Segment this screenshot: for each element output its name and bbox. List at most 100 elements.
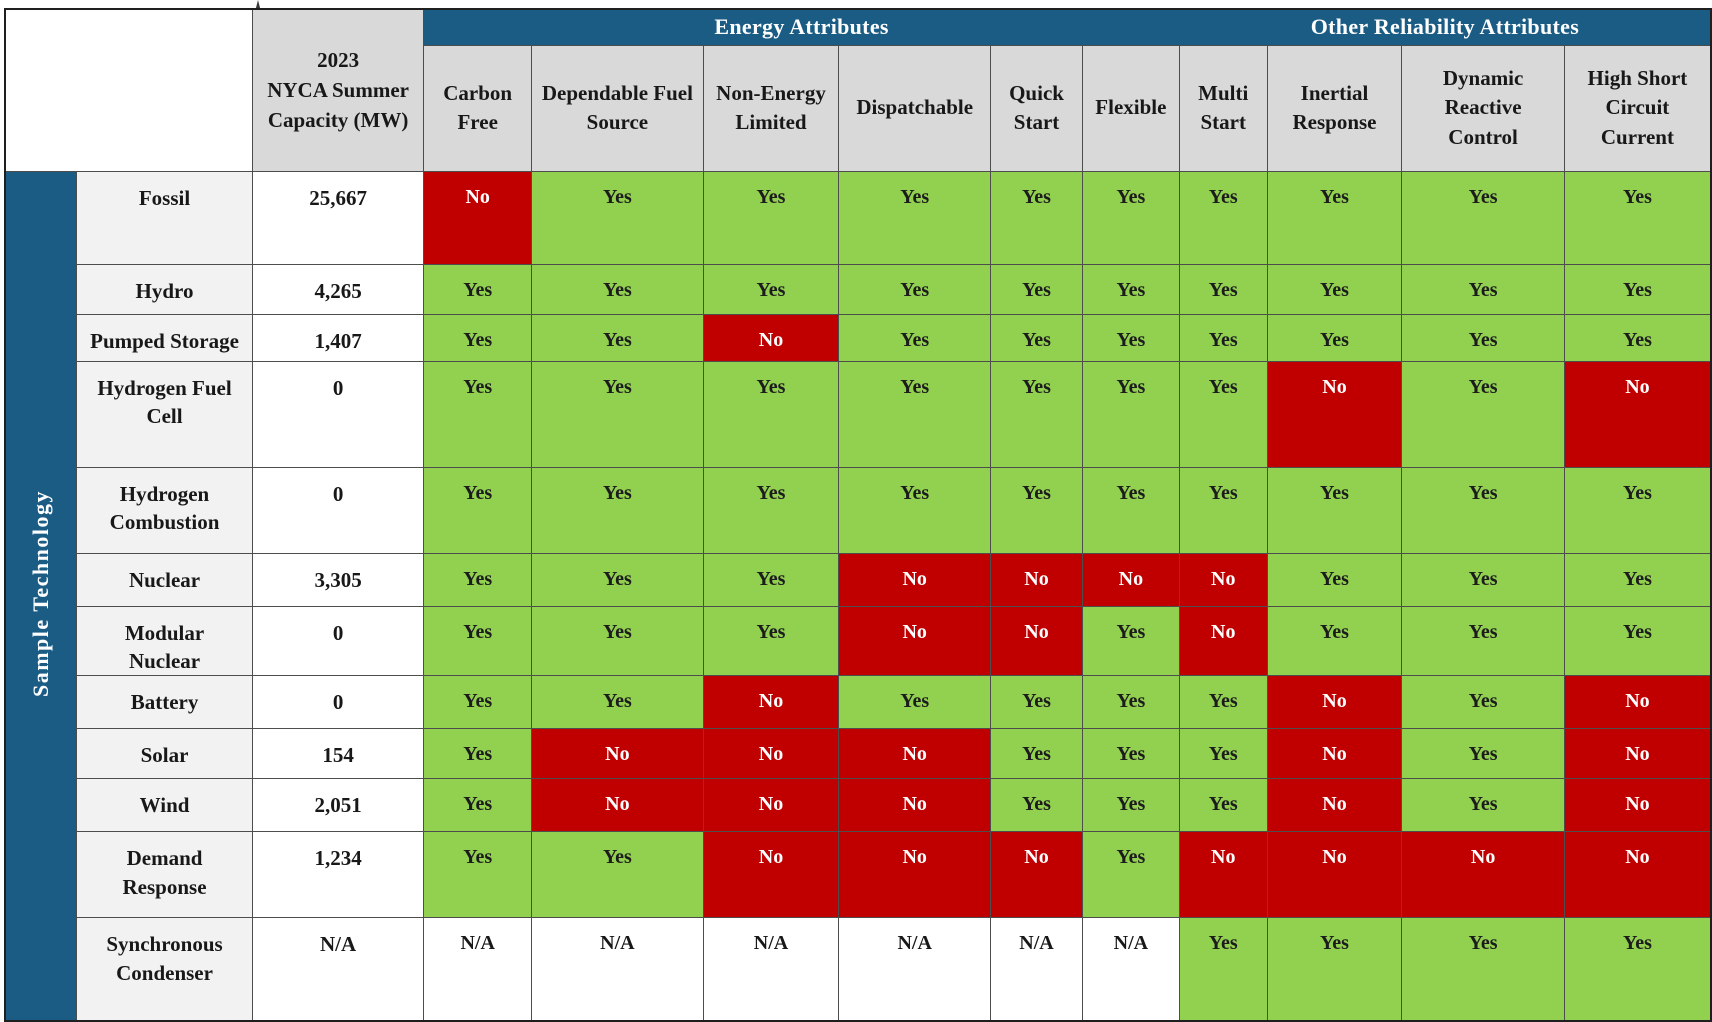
attribute-value-cell: Yes <box>1401 675 1565 730</box>
table-row: Hydrogen Combustion 0 Yes Yes Yes Yes Yes Yes Ye… <box>5 466 1712 554</box>
attribute-value-cell: Yes <box>1563 263 1712 315</box>
table-row: Hydrogen Fuel Cell 0 Yes Yes Yes Yes Yes Yes Yes… <box>5 360 1712 468</box>
table-row: Battery 0 Yes Yes No Yes Yes Yes Yes No Yes No <box>5 675 1712 730</box>
attribute-value-cell: No <box>1266 728 1403 780</box>
attribute-value-cell: Yes <box>423 831 533 919</box>
technology-label: Pumped Storage <box>76 313 253 362</box>
attribute-value-cell: Yes <box>1266 263 1403 315</box>
capacity-value: 3,305 <box>251 552 425 607</box>
attribute-value-cell: Yes <box>1081 263 1180 315</box>
attribute-value-cell: Yes <box>1401 263 1565 315</box>
attribute-value-cell: No <box>990 552 1083 607</box>
technology-label: Wind <box>76 778 253 833</box>
attribute-value-cell: Yes <box>1081 778 1180 833</box>
technology-label: Hydrogen Combustion <box>76 466 253 554</box>
attribute-value-cell: No <box>423 170 533 265</box>
cursor-artifact <box>254 0 262 12</box>
attribute-value-cell: Yes <box>1266 466 1403 554</box>
attribute-value-cell: Yes <box>990 728 1083 780</box>
attribute-value-cell: No <box>531 778 704 833</box>
table-row: Synchronous Condenser N/A N/A N/A N/A N/A N/A N… <box>5 917 1712 1022</box>
capacity-value: 25,667 <box>251 170 425 265</box>
attribute-value-cell: Yes <box>531 313 704 362</box>
attribute-value-cell: Yes <box>1401 360 1565 468</box>
attribute-value-cell: Yes <box>838 466 992 554</box>
table-row: Solar 154 Yes No No No Yes Yes Yes No Yes No <box>5 728 1712 780</box>
attribute-value-cell: No <box>990 831 1083 919</box>
attribute-value-cell: Yes <box>531 170 704 265</box>
attribute-value-cell: Yes <box>702 605 840 677</box>
group-header-row: 2023 NYCA Summer Capacity (MW) Energy Attri… <box>4 8 1712 172</box>
attribute-value-cell: Yes <box>1081 313 1180 362</box>
attribute-value-cell: Yes <box>1178 675 1268 730</box>
attribute-value-cell: N/A <box>702 917 840 1022</box>
attribute-value-cell: Yes <box>531 360 704 468</box>
attribute-value-cell: Yes <box>1266 552 1403 607</box>
attribute-value-cell: N/A <box>1081 917 1180 1022</box>
attribute-value-cell: No <box>838 831 992 919</box>
attribute-value-cell: Yes <box>531 675 704 730</box>
technology-label: Modular Nuclear <box>76 605 253 677</box>
attribute-value-cell: Yes <box>1401 728 1565 780</box>
attribute-value-cell: No <box>1266 675 1403 730</box>
technology-label: Fossil <box>76 170 253 265</box>
attribute-value-cell: Yes <box>838 170 992 265</box>
attribute-value-cell: No <box>1563 360 1712 468</box>
column-header: Carbon Free <box>423 44 533 172</box>
attribute-value-cell: Yes <box>1563 917 1712 1022</box>
table-row: Pumped Storage 1,407 Yes Yes No Yes Yes Yes Yes Y… <box>5 313 1712 362</box>
technology-label: Demand Response <box>76 831 253 919</box>
attribute-value-cell: Yes <box>1563 552 1712 607</box>
technology-label: Synchronous Condenser <box>76 917 253 1022</box>
capacity-value: 154 <box>251 728 425 780</box>
table-row: Wind 2,051 Yes No No No Yes Yes Yes No Yes No <box>5 778 1712 833</box>
attribute-value-cell: No <box>1563 675 1712 730</box>
attribute-value-cell: Yes <box>531 552 704 607</box>
attribute-value-cell: No <box>1081 552 1180 607</box>
capacity-value: 1,407 <box>251 313 425 362</box>
technology-label: Solar <box>76 728 253 780</box>
attribute-value-cell: No <box>702 778 840 833</box>
attribute-value-cell: No <box>1563 831 1712 919</box>
attribute-value-cell: Yes <box>1563 313 1712 362</box>
attribute-value-cell: N/A <box>990 917 1083 1022</box>
attribute-value-cell: No <box>838 778 992 833</box>
attribute-value-cell: Yes <box>990 360 1083 468</box>
attribute-value-cell: Yes <box>1081 170 1180 265</box>
capacity-value: 0 <box>251 675 425 730</box>
table-body: Sample Technology Fossil 25,667 No Yes Yes Yes… <box>4 170 1712 1022</box>
attribute-value-cell: N/A <box>531 917 704 1022</box>
technology-label: Hydro <box>76 263 253 315</box>
attribute-value-cell: Yes <box>1081 675 1180 730</box>
capacity-value: N/A <box>251 917 425 1022</box>
attribute-value-cell: Yes <box>1401 917 1565 1022</box>
attribute-value-cell: No <box>1266 778 1403 833</box>
attribute-value-cell: No <box>990 605 1083 677</box>
attribute-value-cell: Yes <box>1178 917 1268 1022</box>
attribute-value-cell: Yes <box>531 263 704 315</box>
attribute-value-cell: Yes <box>702 170 840 265</box>
attribute-value-cell: Yes <box>990 466 1083 554</box>
attribute-value-cell: No <box>838 728 992 780</box>
attribute-value-cell: No <box>1178 552 1268 607</box>
attribute-value-cell: Yes <box>838 263 992 315</box>
attribute-value-cell: Yes <box>1563 466 1712 554</box>
attribute-value-cell: Yes <box>1178 728 1268 780</box>
attribute-value-cell: No <box>1266 360 1403 468</box>
table-row: Nuclear 3,305 Yes Yes Yes No No No No Yes Yes Yes <box>5 552 1712 607</box>
attribute-value-cell: Yes <box>1266 313 1403 362</box>
attribute-value-cell: Yes <box>1178 263 1268 315</box>
attribute-value-cell: Yes <box>423 263 533 315</box>
technology-label: Nuclear <box>76 552 253 607</box>
corner-cell <box>4 8 253 172</box>
technology-attributes-table: 2023 NYCA Summer Capacity (MW) Energy Attri… <box>4 8 1712 1022</box>
attribute-value-cell: No <box>702 675 840 730</box>
capacity-value: 2,051 <box>251 778 425 833</box>
attribute-value-cell: Yes <box>702 552 840 607</box>
attribute-value-cell: Yes <box>423 605 533 677</box>
attribute-value-cell: No <box>1563 778 1712 833</box>
capacity-value: 4,265 <box>251 263 425 315</box>
attribute-value-cell: Yes <box>1401 552 1565 607</box>
attribute-value-cell: No <box>1178 831 1268 919</box>
